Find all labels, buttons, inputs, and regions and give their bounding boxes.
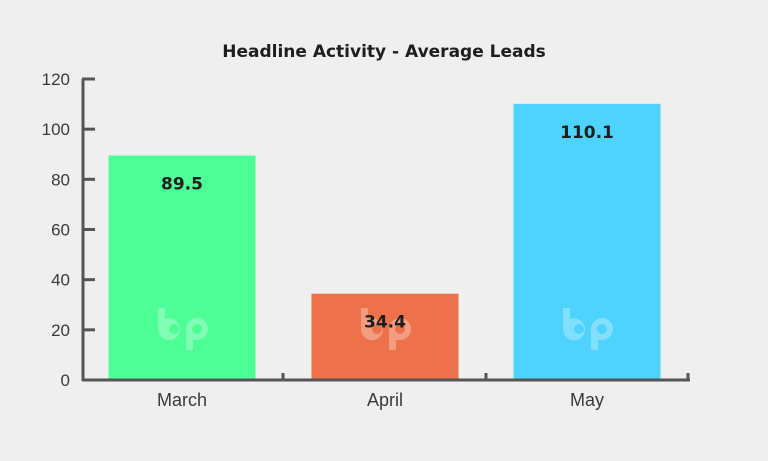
x-tick-label: March — [157, 390, 207, 410]
bp-logo-icon — [562, 308, 613, 350]
y-tick-label: 120 — [42, 70, 70, 89]
bar — [108, 155, 256, 380]
bp-logo-icon — [157, 308, 208, 350]
data-label: 89.5 — [161, 175, 203, 195]
bp-logo-b — [360, 308, 383, 341]
bar — [311, 293, 459, 380]
chart-title: Headline Activity - Average Leads — [222, 42, 546, 62]
bar — [513, 103, 661, 381]
x-tick-label: May — [570, 390, 604, 410]
y-tick-label: 100 — [42, 120, 70, 139]
data-label: 110.1 — [560, 123, 614, 143]
bp-logo-p — [389, 318, 411, 350]
bp-logo-icon — [360, 308, 411, 350]
bp-logo-b — [157, 308, 180, 341]
x-tick-label: April — [367, 390, 403, 410]
bp-logo-p — [591, 318, 613, 350]
y-tick-label: 20 — [51, 321, 70, 340]
y-tick-label: 60 — [51, 221, 70, 240]
plot-area: 89.5 34.4 110.1 — [108, 103, 661, 381]
bp-logo-p — [186, 318, 208, 350]
y-tick-label: 0 — [61, 371, 70, 390]
bp-logo-b — [562, 308, 585, 341]
y-tick-label: 80 — [51, 170, 70, 189]
axes: March April May 0 20 40 60 80 100 120 — [42, 70, 690, 410]
data-label: 34.4 — [364, 313, 406, 333]
y-tick-label: 40 — [51, 271, 70, 290]
